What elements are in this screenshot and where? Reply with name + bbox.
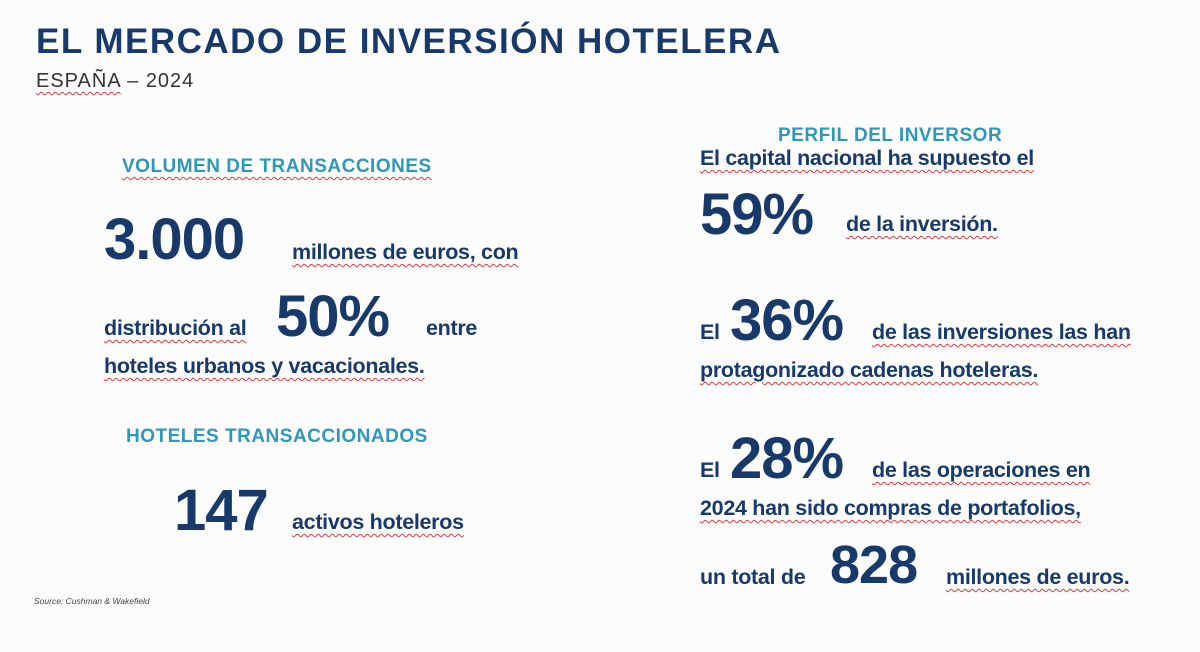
volume-text: millones de euros, con — [292, 240, 519, 264]
volume-heading: VOLUMEN DE TRANSACCIONES — [122, 156, 432, 177]
stat3-text: de las operaciones en — [872, 458, 1091, 482]
stat1-line1: El capital nacional ha supuesto el — [700, 146, 1034, 170]
distribution-pre: distribución al — [104, 316, 247, 340]
profile-heading: PERFIL DEL INVERSOR — [778, 125, 1003, 146]
distribution-line2: hoteles urbanos y vacacionales. — [104, 354, 425, 378]
distribution-post: entre — [426, 316, 478, 340]
hotels-text: activos hoteleros — [292, 510, 464, 534]
page-subtitle: ESPAÑA – 2024 — [36, 70, 194, 93]
subtitle-year: 2024 — [145, 70, 195, 92]
stat1-value: 59% — [700, 182, 814, 247]
page-title: EL MERCADO DE INVERSIÓN HOTELERA — [36, 22, 782, 61]
stat2-text: de las inversiones las han — [872, 320, 1131, 344]
stat3-line3-post: millones de euros. — [946, 565, 1130, 589]
stat2-value: 36% — [730, 288, 844, 353]
subtitle-separator: – — [120, 70, 146, 92]
stat3-value: 28% — [730, 426, 844, 491]
stat3-line3-pre: un total de — [700, 565, 806, 589]
source-note: Source: Cushman & Wakefield — [34, 596, 150, 606]
stat3-pre: El — [700, 458, 720, 482]
hotels-value: 147 — [174, 478, 269, 543]
stat1-text: de la inversión. — [846, 212, 998, 236]
hotels-heading: HOTELES TRANSACCIONADOS — [126, 426, 428, 447]
stat2-pre: El — [700, 320, 720, 344]
volume-value: 3.000 — [104, 207, 245, 272]
stat3-line3-value: 828 — [830, 535, 918, 595]
stat3-line2: 2024 han sido compras de portafolios, — [700, 496, 1081, 520]
subtitle-country: ESPAÑA — [36, 70, 121, 92]
distribution-value: 50% — [276, 284, 390, 349]
stat2-line2: protagonizado cadenas hoteleras. — [700, 358, 1039, 382]
